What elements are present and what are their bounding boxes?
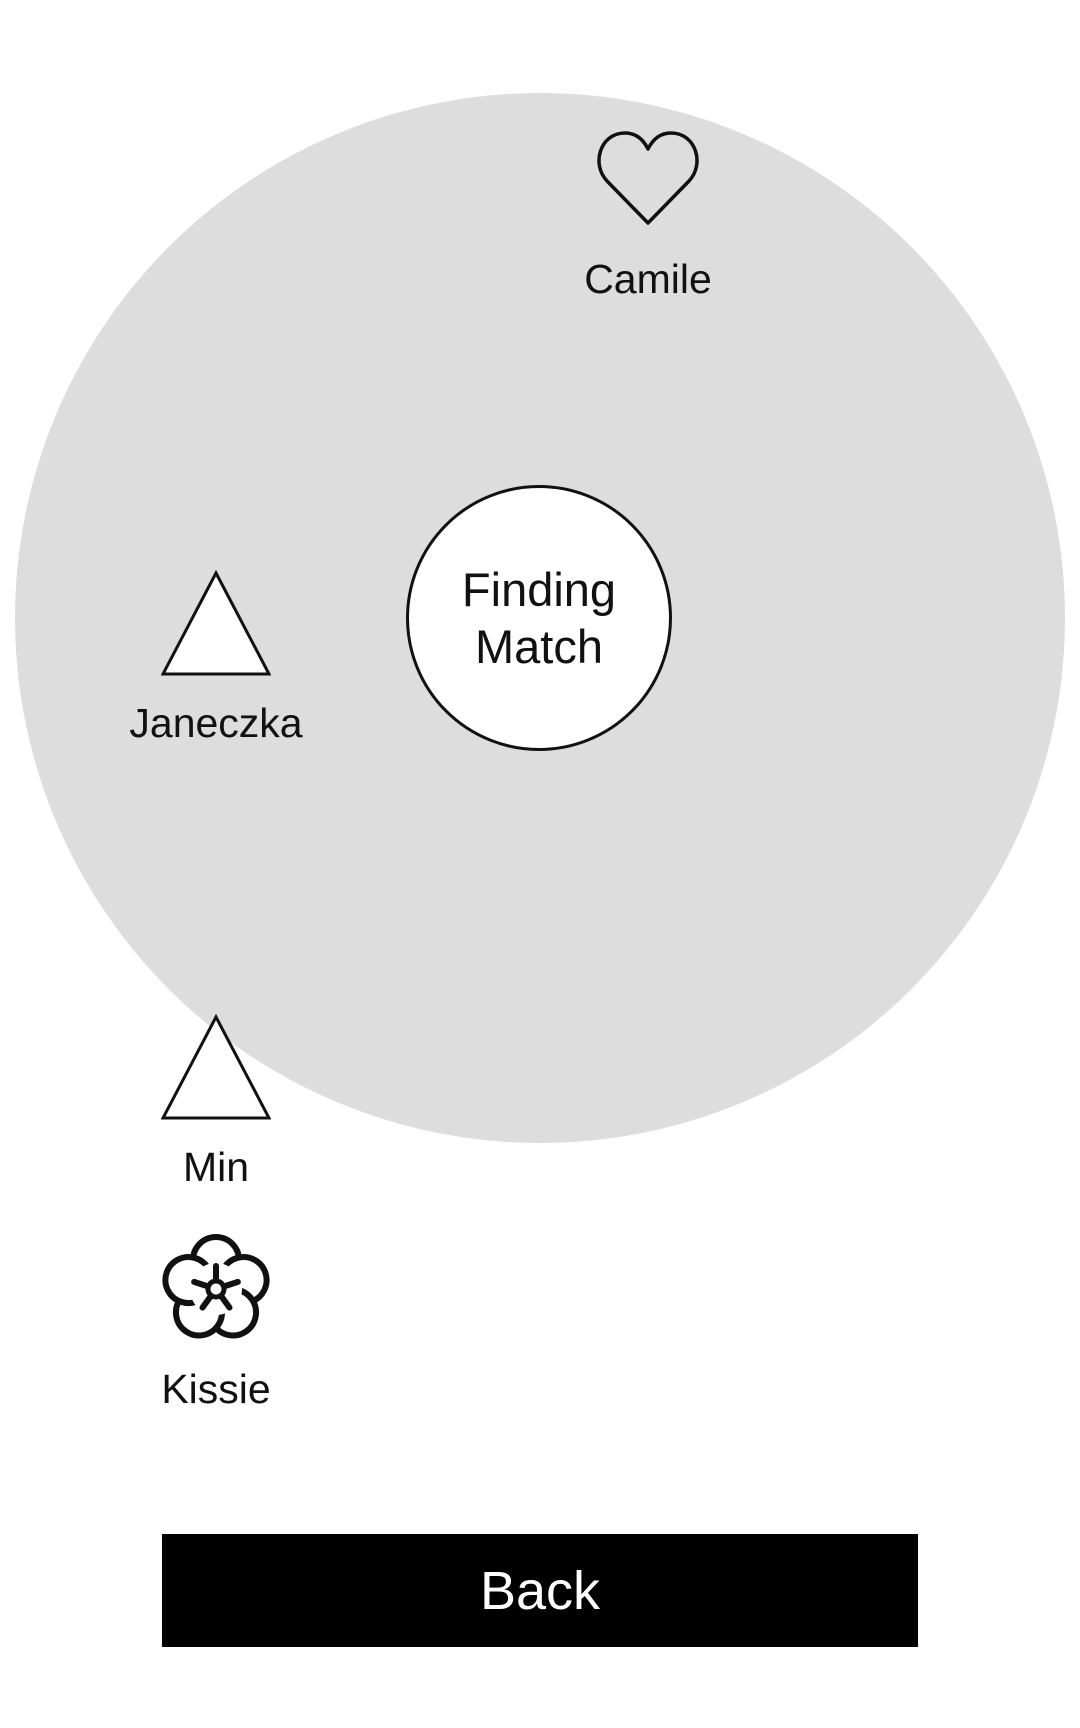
finding-match-line-1: Finding: [461, 563, 617, 616]
nearby-user-janeczka[interactable]: Janeczka: [96, 567, 336, 747]
nearby-user-min[interactable]: Min: [96, 1011, 336, 1191]
heart-icon: [593, 123, 703, 233]
nearby-user-camile[interactable]: Camile: [528, 123, 768, 303]
nearby-user-name: Janeczka: [129, 700, 303, 746]
nearby-user-name: Min: [182, 1144, 250, 1190]
flower-icon: [161, 1233, 271, 1343]
nearby-user-name: Camile: [584, 256, 712, 302]
finding-match-indicator[interactable]: Finding Match: [406, 485, 672, 751]
finding-match-label: Finding Match: [462, 561, 616, 675]
nearby-user-kissie[interactable]: Kissie: [96, 1233, 336, 1413]
back-button[interactable]: Back: [162, 1534, 918, 1647]
finding-match-line-2: Match: [475, 620, 603, 673]
triangle-icon: [161, 567, 271, 677]
triangle-icon: [161, 1011, 271, 1121]
nearby-user-name: Kissie: [161, 1366, 271, 1412]
